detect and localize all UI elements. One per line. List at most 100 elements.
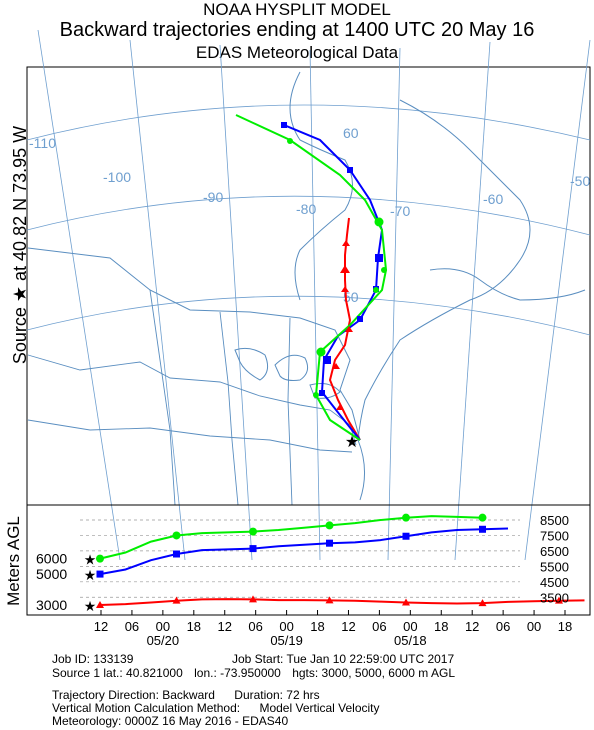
height-marker-6000m <box>402 513 410 522</box>
x-tick-label: 18 <box>434 619 448 634</box>
lon-label-70: -70 <box>390 203 410 219</box>
x-tick-label: 06 <box>125 619 139 634</box>
lon-label-80: -80 <box>296 201 316 217</box>
x-tick-label: 18 <box>310 619 324 634</box>
trajectory-3000m <box>328 217 361 441</box>
height-marker-5000m <box>96 570 104 578</box>
height-marker-6000m <box>325 521 334 530</box>
height-marker-5000m <box>479 525 486 533</box>
map-layer: -110 -100 -90 -80 -70 -60 -50 60 50 <box>26 29 591 561</box>
y-tick-label: 6500 <box>540 544 569 559</box>
marker-3000m <box>332 363 340 369</box>
parallel-50 <box>26 195 591 236</box>
atlantic-coast <box>357 99 531 501</box>
map-trajectories: ★ <box>235 114 388 451</box>
height-marker-3000m <box>478 599 487 607</box>
state-borders-south <box>27 419 353 453</box>
start-star-icon: ★ <box>84 552 97 568</box>
source-lon: lon.: -73.950000 <box>194 666 281 680</box>
height-marker-3000m <box>402 598 410 606</box>
y-tick-label: 8500 <box>540 513 569 528</box>
height-grid <box>80 519 520 598</box>
marker-6000m <box>313 392 319 398</box>
height-marker-3000m <box>249 595 257 603</box>
x-tick-label: 00 <box>527 619 541 634</box>
start-height-label: 3000 <box>36 597 67 613</box>
trajectory-direction: Trajectory Direction: Backward <box>52 688 215 702</box>
marker-5000m <box>281 122 287 128</box>
height-marker-3000m <box>555 596 563 604</box>
marker-6000m <box>381 267 387 273</box>
source-lat: Source 1 lat.: 40.821000 <box>52 666 183 680</box>
meridian-100 <box>129 39 186 561</box>
y-tick-label: 3500 <box>540 590 569 605</box>
height-marker-3000m <box>325 596 334 604</box>
marker-5000m <box>347 167 353 173</box>
state-border-vertical-2 <box>219 311 239 506</box>
meridian-110 <box>37 29 121 561</box>
lon-label-90: -90 <box>203 189 223 205</box>
source-heights: hgts: 3000, 5000, 6000 m AGL <box>292 666 455 680</box>
trajectory-5000m <box>283 124 384 441</box>
x-tick-label: 06 <box>372 619 386 634</box>
lon-label-100: -100 <box>103 169 131 185</box>
date-label: 05/19 <box>270 633 303 648</box>
x-tick-label: 12 <box>465 619 479 634</box>
start-height-label: 5000 <box>36 566 67 582</box>
height-series-line-3000 <box>99 598 585 606</box>
us-canada-border <box>27 247 361 441</box>
height-series-line-5000 <box>99 527 509 576</box>
start-star-icon: ★ <box>84 567 97 583</box>
marker-6000m <box>374 217 384 227</box>
state-borders <box>27 354 357 446</box>
height-series-line-6000 <box>99 515 483 560</box>
meridian-90 <box>219 44 253 561</box>
date-label: 05/20 <box>147 633 180 648</box>
height-marker-6000m <box>172 531 181 540</box>
parallel-60 <box>26 104 591 141</box>
marker-3000m <box>341 286 349 292</box>
marker-5000m <box>375 254 383 262</box>
height-series <box>96 513 585 608</box>
y-tick-label: 5500 <box>540 559 569 574</box>
height-marker-6000m <box>478 513 487 522</box>
x-ticks: 12 06 00 18 12 06 00 18 12 06 00 18 12 06 00 18 05/20 05/… <box>94 610 572 648</box>
great-lakes <box>234 347 341 399</box>
meridian-80 <box>309 49 321 561</box>
y-tick-label: 7500 <box>540 528 569 543</box>
x-tick-label: 06 <box>496 619 510 634</box>
marker-6000m <box>287 138 293 144</box>
info-line-4: Vertical Motion Calculation Method: Mode… <box>52 701 380 715</box>
trajectory-6000m <box>235 114 388 441</box>
job-start: Job Start: Tue Jan 10 22:59:00 UTC 2017 <box>232 652 455 666</box>
map-frame <box>26 66 591 506</box>
marker-3000m <box>345 326 353 332</box>
marker-6000m <box>316 347 326 357</box>
job-id: Job ID: 133139 <box>52 652 134 666</box>
vertical-motion-label: Vertical Motion Calculation Method: <box>52 701 241 715</box>
marker-3000m <box>342 240 350 246</box>
x-tick-label: 18 <box>558 619 572 634</box>
marker-5000m <box>357 316 363 322</box>
info-line-2: Source 1 lat.: 40.821000 lon.: -73.95000… <box>52 666 455 680</box>
gulf-st-lawrence-coast <box>429 268 586 301</box>
height-marker-3000m <box>96 601 104 608</box>
meridian-60 <box>454 41 491 561</box>
x-tick-label: 12 <box>341 619 355 634</box>
x-tick-label: 00 <box>279 619 293 634</box>
lon-label-60: -60 <box>483 191 503 207</box>
y-tick-label: 4500 <box>540 575 569 590</box>
marker-5000m <box>323 356 331 364</box>
x-tick-label: 12 <box>217 619 231 634</box>
marker-3000m <box>336 404 344 410</box>
lon-label-110: -110 <box>29 135 56 151</box>
trajectory-duration: Duration: 72 hrs <box>234 688 320 702</box>
info-line-1: Job ID: 133139 Job Start: Tue Jan 10 22:… <box>52 652 454 666</box>
info-line-3: Trajectory Direction: Backward Duration:… <box>52 688 320 702</box>
height-marker-5000m <box>402 532 410 540</box>
parallel-40 <box>26 295 591 336</box>
hudson-bay-coast <box>289 71 353 301</box>
lat-label-60: 60 <box>343 125 359 141</box>
